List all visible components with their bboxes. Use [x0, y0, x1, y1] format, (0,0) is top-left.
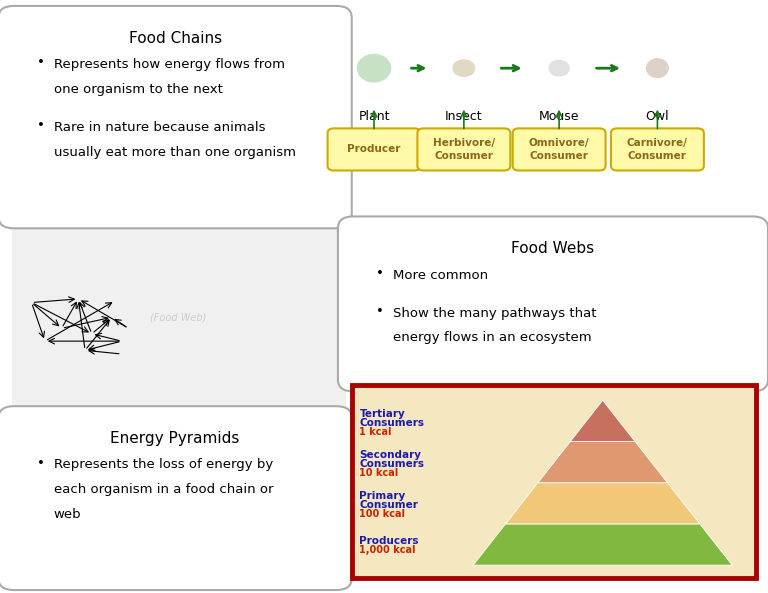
FancyBboxPatch shape: [12, 225, 346, 409]
FancyBboxPatch shape: [352, 385, 756, 578]
FancyBboxPatch shape: [338, 216, 768, 391]
Text: •: •: [37, 56, 45, 69]
Text: •: •: [37, 119, 45, 132]
Polygon shape: [571, 400, 635, 441]
Text: Rare in nature because animals: Rare in nature because animals: [54, 121, 265, 134]
Ellipse shape: [356, 54, 391, 82]
Text: web: web: [54, 508, 81, 521]
Text: Mouse: Mouse: [539, 110, 579, 123]
Text: Insect: Insect: [445, 110, 482, 123]
Polygon shape: [538, 441, 667, 483]
Text: Producers: Producers: [359, 536, 419, 546]
Text: one organism to the next: one organism to the next: [54, 83, 223, 96]
FancyBboxPatch shape: [418, 128, 510, 171]
Text: usually eat more than one organism: usually eat more than one organism: [54, 146, 296, 159]
Text: 1 kcal: 1 kcal: [359, 426, 392, 436]
Text: Consumer: Consumer: [359, 500, 419, 510]
Text: •: •: [37, 457, 45, 470]
Text: Plant: Plant: [358, 110, 390, 123]
FancyBboxPatch shape: [611, 128, 703, 171]
Text: Tertiary: Tertiary: [359, 409, 406, 419]
Text: Show the many pathways that: Show the many pathways that: [393, 307, 597, 320]
Polygon shape: [505, 483, 700, 524]
Text: 100 kcal: 100 kcal: [359, 509, 406, 519]
Text: (Food Web): (Food Web): [151, 313, 207, 322]
Ellipse shape: [646, 58, 669, 78]
Text: Energy Pyramids: Energy Pyramids: [111, 431, 240, 446]
Text: Represents the loss of energy by: Represents the loss of energy by: [54, 458, 273, 471]
Text: Producer: Producer: [347, 145, 401, 154]
Text: Secondary: Secondary: [359, 450, 422, 460]
Ellipse shape: [548, 60, 570, 76]
Text: Food Chains: Food Chains: [128, 31, 222, 46]
Text: Consumers: Consumers: [359, 459, 425, 469]
Text: each organism in a food chain or: each organism in a food chain or: [54, 483, 273, 496]
Text: Herbivore/
Consumer: Herbivore/ Consumer: [433, 138, 495, 161]
FancyBboxPatch shape: [0, 6, 352, 228]
Text: More common: More common: [393, 269, 488, 282]
Ellipse shape: [452, 59, 475, 77]
Text: Omnivore/
Consumer: Omnivore/ Consumer: [529, 138, 589, 161]
Text: Consumers: Consumers: [359, 417, 425, 428]
Polygon shape: [473, 524, 732, 565]
Text: Carnivore/
Consumer: Carnivore/ Consumer: [627, 138, 688, 161]
Text: Primary: Primary: [359, 491, 406, 501]
Text: 1,000 kcal: 1,000 kcal: [359, 546, 416, 556]
Text: 10 kcal: 10 kcal: [359, 468, 399, 478]
Text: Represents how energy flows from: Represents how energy flows from: [54, 58, 285, 71]
Text: •: •: [376, 305, 384, 318]
Text: Food Webs: Food Webs: [511, 241, 594, 256]
FancyBboxPatch shape: [0, 406, 352, 590]
FancyBboxPatch shape: [513, 128, 605, 171]
Text: Owl: Owl: [646, 110, 669, 123]
FancyBboxPatch shape: [327, 128, 421, 171]
Text: •: •: [376, 267, 384, 280]
Text: energy flows in an ecosystem: energy flows in an ecosystem: [393, 331, 592, 345]
